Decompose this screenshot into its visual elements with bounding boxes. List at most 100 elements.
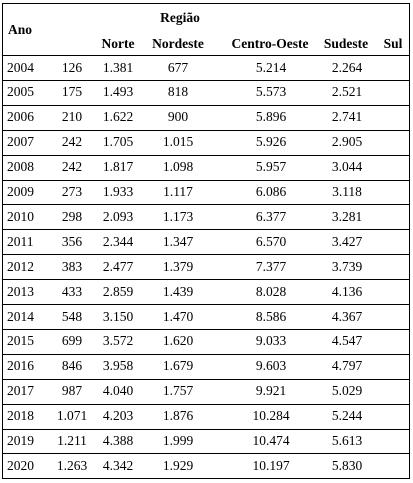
table-cell: 4.203: [102, 408, 134, 424]
table-cell: 3.572: [102, 333, 134, 349]
table-cell: 1.493: [102, 84, 134, 100]
header-rule: [2, 55, 410, 56]
table-cell: 2.905: [331, 134, 363, 150]
table-cell: 5.214: [255, 59, 287, 75]
column-header: Ano: [8, 22, 33, 37]
table-cell: 900: [167, 109, 189, 125]
table-cell: 1.929: [162, 457, 194, 473]
table-cell: 10.197: [252, 457, 290, 473]
table-cell: 2010: [7, 208, 34, 224]
row-rule: [2, 279, 410, 281]
table-cell: 2011: [7, 233, 34, 249]
table-cell: 2014: [7, 308, 34, 324]
table-cell: 10.284: [252, 408, 290, 424]
table-cell: 2015: [7, 333, 34, 349]
table-cell: 5.926: [255, 134, 287, 150]
table-cell: 4.388: [102, 433, 134, 448]
row-rule: [2, 229, 410, 231]
table-cell: 1.117: [163, 184, 193, 199]
row-rule: [2, 179, 410, 181]
table-cell: 2.344: [102, 233, 134, 249]
table-cell: 2016: [7, 358, 34, 374]
table-cell: 1.015: [162, 134, 194, 150]
table-cell: 6.086: [255, 184, 287, 199]
table-cell: 2019: [7, 433, 34, 448]
table-cell: 8.586: [255, 308, 287, 324]
table-cell: 5.244: [331, 408, 363, 424]
table-cell: 2.093: [102, 208, 134, 224]
table-cell: 2018: [7, 408, 34, 424]
table-cell: 5.896: [255, 109, 287, 125]
table-cell: 1.876: [162, 408, 194, 424]
table-border: [2, 3, 410, 479]
table-cell: 1.622: [102, 109, 134, 125]
table-cell: 175: [61, 84, 83, 100]
table-cell: 818: [167, 84, 189, 100]
table-cell: 548: [61, 308, 83, 324]
table-cell: 2007: [7, 134, 34, 150]
row-rule: [2, 104, 410, 106]
table-cell: 4.367: [331, 308, 363, 324]
table-cell: 3.739: [331, 258, 363, 274]
table-cell: 1.470: [162, 308, 194, 324]
table-cell: 1.620: [162, 333, 194, 349]
table-cell: 3.118: [332, 184, 362, 199]
table-cell: 9.921: [255, 383, 287, 399]
table-cell: 846: [61, 358, 83, 374]
table-cell: 4.136: [331, 283, 363, 299]
table-cell: 2013: [7, 283, 34, 299]
table-cell: 677: [167, 59, 189, 75]
table-cell: 4.342: [102, 457, 134, 473]
row-rule: [2, 403, 410, 405]
table-cell: 433: [61, 283, 83, 299]
row-rule: [2, 129, 410, 131]
row-rule: [2, 204, 410, 206]
table-cell: 9.603: [255, 358, 287, 374]
table-cell: 2.264: [331, 59, 363, 75]
table-cell: 3.281: [331, 208, 363, 224]
table-cell: 5.613: [331, 433, 363, 448]
table-cell: 1.173: [162, 208, 194, 224]
table-cell: 1.933: [102, 184, 134, 199]
table-cell: 7.377: [255, 258, 287, 274]
row-rule: [2, 353, 410, 355]
row-rule: [2, 428, 410, 430]
table-cell: 3.427: [331, 233, 363, 249]
table-cell: 699: [61, 333, 83, 349]
row-rule: [2, 378, 410, 380]
table-cell: 126: [61, 59, 83, 75]
table-cell: 2009: [7, 184, 34, 199]
table-cell: 1.263: [56, 457, 88, 473]
table-cell: 2017: [7, 383, 34, 399]
table-cell: 1.211: [57, 433, 87, 448]
table-cell: 242: [61, 134, 83, 150]
table-cell: 3.044: [331, 159, 363, 175]
table-cell: 5.573: [255, 84, 287, 100]
table-cell: 210: [61, 109, 83, 125]
table-cell: 2012: [7, 258, 34, 274]
table-cell: 2.521: [331, 84, 363, 100]
table-cell: 1.381: [102, 59, 134, 75]
table-cell: 4.797: [331, 358, 363, 374]
row-rule: [2, 254, 410, 256]
table-cell: 3.150: [102, 308, 134, 324]
table-cell: 2008: [7, 159, 34, 175]
table-cell: 383: [61, 258, 83, 274]
table-cell: 2.859: [102, 283, 134, 299]
table-cell: 1.439: [162, 283, 194, 299]
region-header: Região: [160, 10, 200, 25]
table-cell: 1.347: [162, 233, 194, 249]
table-cell: 1.379: [162, 258, 194, 274]
table-cell: 1.679: [162, 358, 194, 374]
table-cell: 1.757: [162, 383, 194, 399]
table-cell: 2004: [7, 59, 34, 75]
table-cell: 1.999: [162, 433, 194, 448]
row-rule: [2, 154, 410, 156]
table-cell: 1.817: [102, 159, 134, 175]
table-cell: 9.033: [255, 333, 287, 349]
table-cell: 10.474: [252, 433, 290, 448]
table-cell: 5.029: [331, 383, 363, 399]
table-cell: 4.040: [102, 383, 134, 399]
table-cell: 1.098: [162, 159, 194, 175]
